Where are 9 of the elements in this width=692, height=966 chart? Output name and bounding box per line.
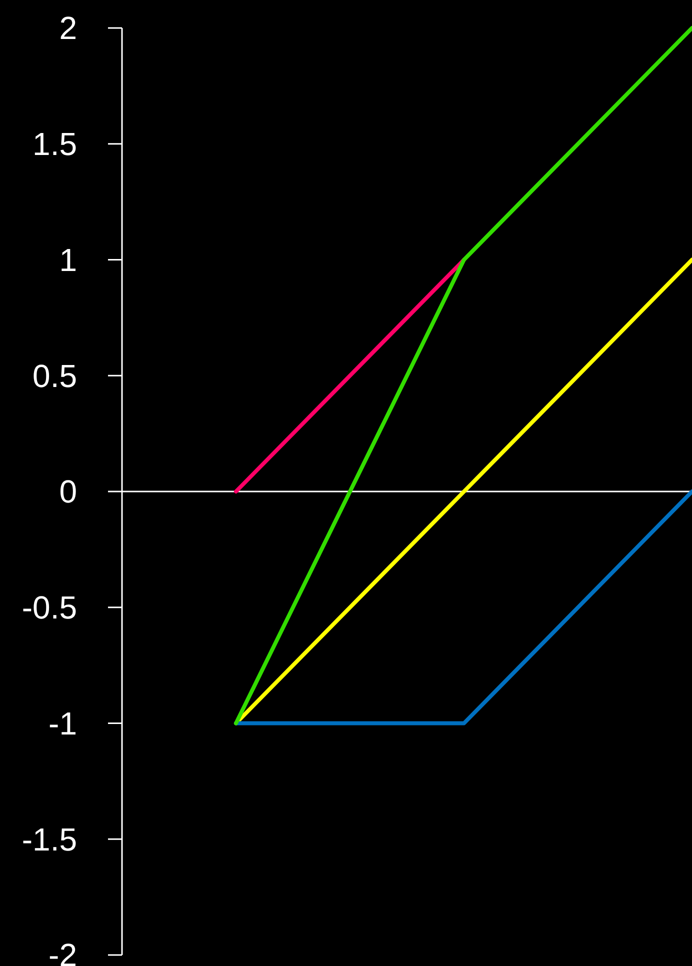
y-tick-label: 2 xyxy=(59,10,77,46)
y-tick-label: -1 xyxy=(48,705,77,742)
y-tick-label: 0.5 xyxy=(32,358,77,394)
y-tick-label: -1.5 xyxy=(22,821,77,858)
y-tick-label: 0 xyxy=(59,474,77,510)
y-tick-label: -2 xyxy=(48,937,77,966)
y-tick-label: -0.5 xyxy=(22,590,77,626)
y-tick-label: 1.5 xyxy=(32,126,77,162)
y-tick-label: 1 xyxy=(59,242,77,278)
